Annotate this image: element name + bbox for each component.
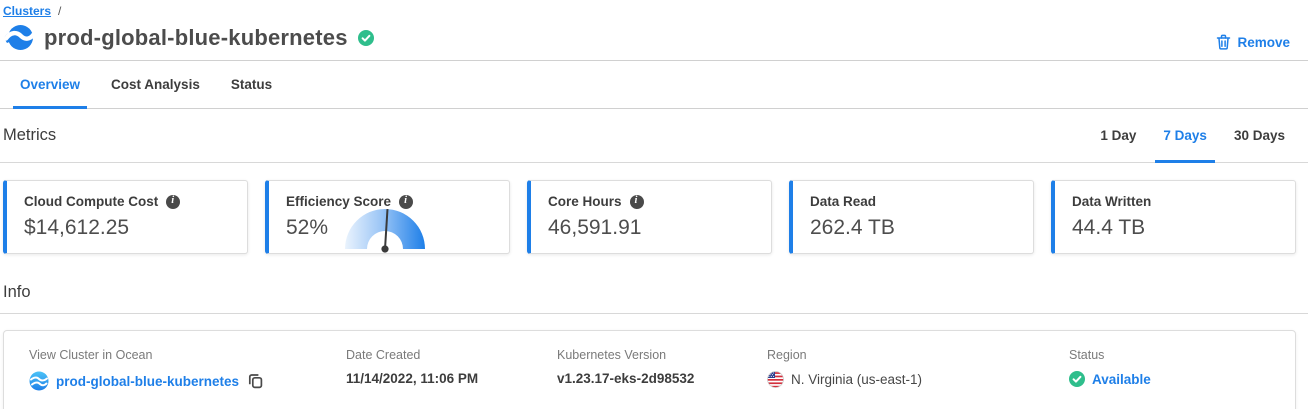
breadcrumb-separator: / [58,4,62,18]
info-icon[interactable]: i [166,194,181,209]
tab-bar: Overview Cost Analysis Status [0,61,1308,109]
info-field-label: Kubernetes Version [557,348,667,362]
metric-card-value: 262.4 TB [810,216,895,239]
breadcrumb: Clusters / [3,4,1308,18]
info-field-date-created: Date Created 11/14/2022, 11:06 PM [346,348,557,409]
metric-card-label: Data Read [810,194,877,209]
info-field-region: Region [767,348,1069,409]
ocean-wave-icon [29,371,49,391]
trash-icon [1216,34,1231,50]
metric-card-label: Core Hours [548,194,622,209]
efficiency-gauge-icon [339,203,431,253]
tab-status[interactable]: Status [230,77,273,92]
info-card: View Cluster in Ocean prod-global-blue-k… [3,330,1296,409]
copy-icon[interactable] [248,373,263,389]
ocean-cluster-link[interactable]: prod-global-blue-kubernetes [56,373,240,389]
metric-card-value: 46,591.91 [548,216,642,239]
info-field-label: Date Created [346,348,421,362]
metric-card-efficiency-score: Efficiency Score i 52% [265,180,510,254]
time-range-30-days[interactable]: 30 Days [1233,128,1285,143]
page-header: Clusters / prod-global-blue-kubernetes [0,0,1308,61]
info-field-value: v1.23.17-eks-2d98532 [557,371,695,386]
status-available-link[interactable]: Available [1092,371,1151,387]
metric-card-label: Cloud Compute Cost [24,194,159,209]
info-field-label: View Cluster in Ocean [29,348,153,362]
breadcrumb-clusters-link[interactable]: Clusters [3,4,52,18]
info-section-bar: Info [0,272,1308,314]
time-range-1-day[interactable]: 1 Day [1100,128,1137,143]
status-available-check-icon [1069,371,1085,387]
info-field-kubernetes-version: Kubernetes Version v1.23.17-eks-2d98532 [557,348,767,409]
spot-ocean-logo-icon [3,24,34,51]
metric-card-data-written: Data Written 44.4 TB [1051,180,1296,254]
metrics-heading: Metrics [3,126,57,144]
gauge-needle [381,209,389,253]
tab-overview[interactable]: Overview [12,61,88,109]
metrics-section-bar: Metrics 1 Day 7 Days 30 Days [0,109,1308,163]
metric-card-label: Efficiency Score [286,194,392,209]
page-title: prod-global-blue-kubernetes [44,24,348,50]
info-field-label: Status [1069,348,1105,362]
metric-card-value: 44.4 TB [1072,216,1146,239]
remove-button[interactable]: Remove [1216,34,1290,50]
time-range-7-days[interactable]: 7 Days [1155,109,1215,163]
metric-cards-row: Cloud Compute Cost i $14,612.25 Efficien… [3,180,1296,254]
us-flag-icon [767,371,784,388]
metric-card-value: 52% [286,216,329,239]
metric-card-data-read: Data Read 262.4 TB [789,180,1034,254]
metric-card-core-hours: Core Hours i 46,591.91 [527,180,772,254]
info-field-value: 11/14/2022, 11:06 PM [346,371,479,386]
info-icon[interactable]: i [629,194,644,209]
remove-button-label: Remove [1237,34,1290,50]
metric-card-value: $14,612.25 [24,216,130,239]
info-heading: Info [3,283,31,301]
cluster-connected-check-icon [357,29,374,46]
info-field-view-cluster: View Cluster in Ocean prod-global-blue-k… [29,348,346,409]
info-icon[interactable]: i [399,194,414,209]
info-field-label: Region [767,348,807,362]
time-range-selector: 1 Day 7 Days 30 Days [1100,109,1285,163]
metric-card-cloud-compute-cost: Cloud Compute Cost i $14,612.25 [3,180,248,254]
info-field-value: N. Virginia (us-east-1) [791,372,923,387]
tab-cost-analysis[interactable]: Cost Analysis [111,77,200,92]
metric-card-label: Data Written [1072,194,1152,209]
info-field-status: Status Available [1069,348,1295,409]
